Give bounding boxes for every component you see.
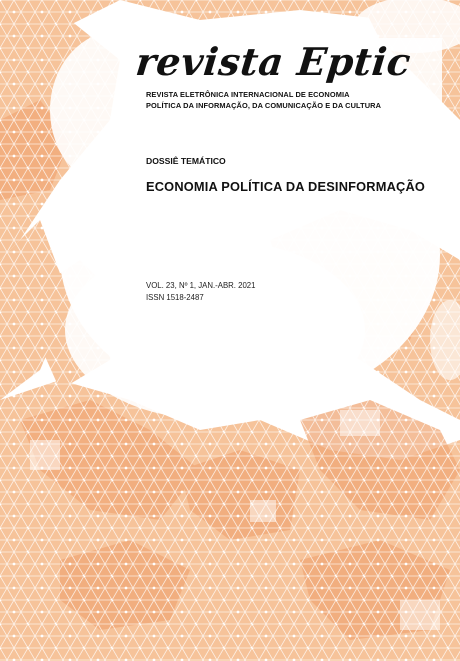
white-open-areas [50,0,460,420]
section-label: DOSSIÊ TEMÁTICO [146,156,226,166]
masthead-backdrop [132,38,442,116]
journal-logo: revista Eptic [133,39,414,84]
journal-subtitle-line-1: REVISTA ELETRÔNICA INTERNACIONAL DE ECON… [146,90,350,99]
volume-issue-line: VOL. 23, Nº 1, JAN.-ABR. 2021 [146,281,256,290]
issn-line: ISSN 1518-2487 [146,293,204,302]
dossier-title: ECONOMIA POLÍTICA DA DESINFORMAÇÃO [146,179,426,194]
white-light-patches [30,410,440,630]
journal-subtitle-line-2: POLÍTICA DA INFORMAÇÃO, DA COMUNICAÇÃO E… [146,101,382,110]
